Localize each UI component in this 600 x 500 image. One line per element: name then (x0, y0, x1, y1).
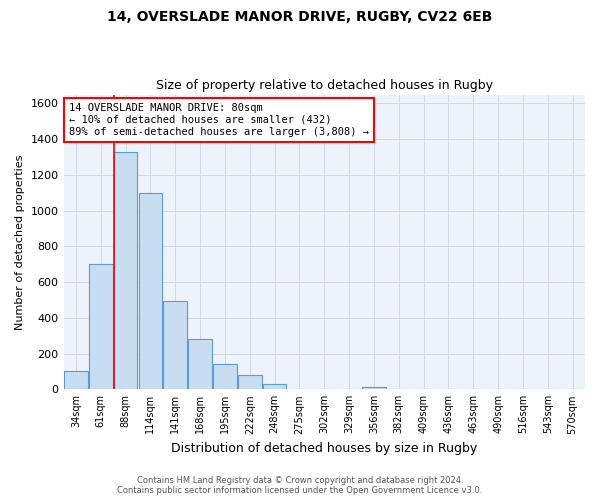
Bar (114, 152, 137, 390)
Title: Size of property relative to detached houses in Rugby: Size of property relative to detached ho… (156, 79, 493, 92)
Bar (263, 384, 286, 390)
Bar (188, 340, 212, 390)
Text: 14, OVERSLADE MANOR DRIVE, RUGBY, CV22 6EB: 14, OVERSLADE MANOR DRIVE, RUGBY, CV22 6… (107, 10, 493, 24)
Bar (64, 372, 88, 390)
X-axis label: Distribution of detached houses by size in Rugby: Distribution of detached houses by size … (171, 442, 478, 455)
Bar (213, 364, 237, 390)
Bar (362, 386, 386, 390)
Bar (238, 376, 262, 390)
Y-axis label: Number of detached properties: Number of detached properties (15, 154, 25, 330)
Text: 14 OVERSLADE MANOR DRIVE: 80sqm
← 10% of detached houses are smaller (432)
89% o: 14 OVERSLADE MANOR DRIVE: 80sqm ← 10% of… (69, 104, 369, 136)
Bar (89, 264, 113, 390)
Bar (163, 301, 187, 390)
Text: Contains HM Land Registry data © Crown copyright and database right 2024.
Contai: Contains HM Land Registry data © Crown c… (118, 476, 482, 495)
Bar (139, 193, 162, 390)
